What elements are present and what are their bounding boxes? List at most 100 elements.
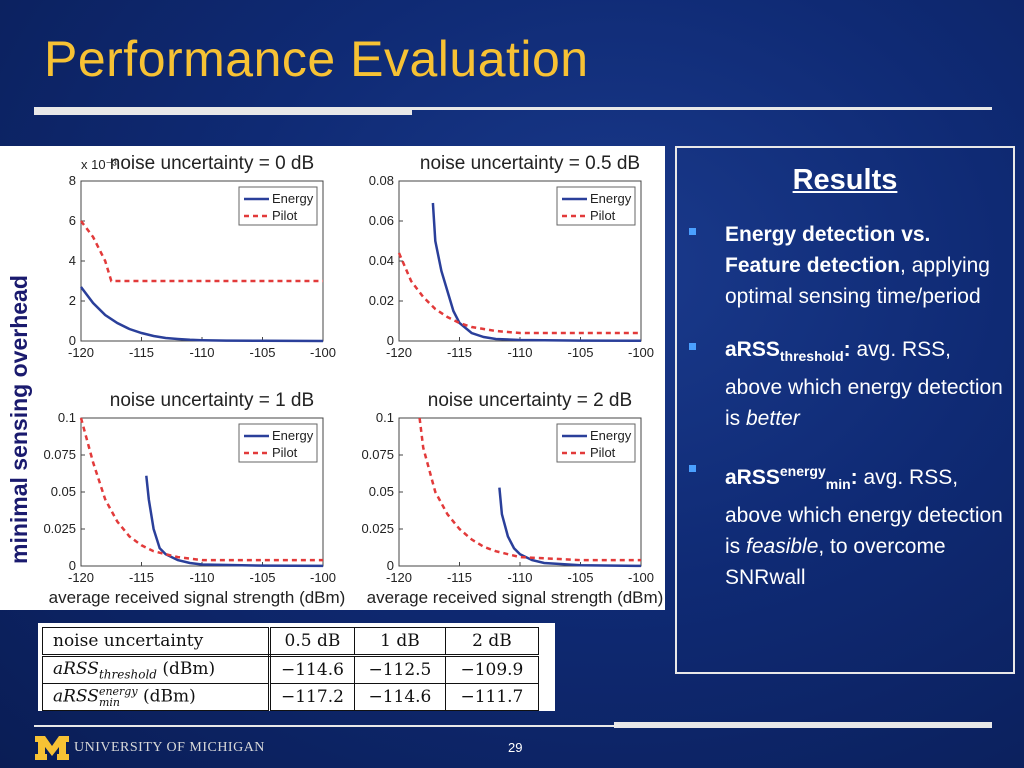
x-tick-label: -115	[129, 570, 154, 585]
legend-box	[556, 423, 636, 463]
row-label-main: aRSS	[53, 659, 99, 679]
legend-box	[238, 423, 318, 463]
y-tick-label: 0.025	[361, 521, 394, 536]
x-tick-label: -110	[507, 345, 532, 360]
bullet-3-sep: :	[850, 466, 858, 490]
y-tick-label: 0.1	[376, 410, 394, 425]
energy-series-line	[145, 475, 324, 568]
footer-university: UNIVERSITY OF MICHIGAN	[74, 740, 265, 755]
bullet-3-italic: feasible	[746, 535, 819, 559]
pilot-series-line	[397, 252, 641, 335]
table-cell: −114.6	[353, 683, 446, 712]
plots-panel: noise uncertainty = 0 dB x 10⁻³ -120 -115 -1…	[0, 146, 665, 610]
table-row: aRSSthreshold (dBm) −114.6 −112.5 −109.9	[42, 654, 539, 685]
row-label-sup: energy	[98, 685, 138, 699]
table-row-label: aRSSthreshold (dBm)	[42, 654, 271, 685]
x-tick-label: -110	[189, 570, 214, 585]
x-tick-label: -120	[68, 570, 94, 585]
row-label-main: aRSS	[53, 686, 99, 707]
legend-box	[556, 186, 636, 226]
bullet-3-rest2: , to overcome SNRwall	[725, 535, 946, 590]
bullet-2-rest1: avg. RSS, above which energy detection i…	[725, 338, 1003, 431]
bullet-2-sub: threshold	[779, 348, 844, 365]
title-rule-accent	[34, 108, 412, 115]
x-tick-label: -120	[68, 345, 94, 360]
row-label-unit: (dBm)	[156, 659, 216, 679]
pilot-series-line	[418, 417, 641, 562]
bullet-3-bold: aRSS	[725, 466, 780, 490]
bullet-3-rest1: avg. RSS, above which energy detection i…	[725, 466, 1003, 559]
slide-title: Performance Evaluation	[44, 31, 589, 87]
legend-label: Energy	[590, 191, 632, 206]
energy-series-line	[431, 202, 642, 343]
title-rule	[34, 107, 992, 110]
table-cell: −111.7	[444, 683, 539, 712]
y-tick-label: 0	[387, 558, 394, 573]
x-tick-label: -115	[447, 345, 472, 360]
x-tick-label: -105	[567, 345, 593, 360]
legend-box	[238, 186, 318, 226]
y-tick-label: 0.075	[361, 447, 394, 462]
result-bullet-1: Energy detection vs. Feature detection, …	[677, 219, 1013, 312]
results-table-panel: noise uncertainty 0.5 dB 1 dB 2 dB aRSSt…	[38, 623, 555, 712]
legend-label: Pilot	[590, 208, 616, 223]
x-tick-label: -100	[310, 345, 336, 360]
y-tick-label: 0.025	[43, 521, 76, 536]
x-tick-label: -110	[189, 345, 214, 360]
x-tick-label: -110	[507, 570, 532, 585]
table-row: aRSS energy min (dBm) −117.2 −114.6 −111.7	[42, 683, 539, 712]
vertical-label: minimal sensing overhead	[6, 275, 32, 564]
y-tick-label: 0.08	[369, 173, 394, 188]
pilot-series-line	[79, 417, 323, 562]
plot-title: noise uncertainty = 2 dB	[428, 390, 632, 411]
x-tick-label: -100	[628, 345, 654, 360]
row-label-sub: threshold	[98, 667, 157, 682]
y-tick-label: 0	[387, 333, 394, 348]
y-tick-label: 0.04	[369, 253, 394, 268]
table-header-cell: 2 dB	[444, 627, 539, 657]
bullet-3-sup: energy	[779, 463, 826, 480]
result-bullet-3: aRSSenergymin: avg. RSS, above which ene…	[677, 456, 1013, 593]
y-exponent-label: x 10⁻³	[81, 157, 117, 172]
table-cell: −117.2	[269, 683, 355, 712]
table-header-row: noise uncertainty 0.5 dB 1 dB 2 dB	[42, 627, 539, 657]
x-tick-label: -100	[628, 570, 654, 585]
bullet-2-bold: aRSS	[725, 338, 780, 361]
legend-label: Pilot	[272, 445, 298, 460]
x-tick-label: -115	[447, 570, 472, 585]
x-tick-label: -100	[310, 570, 336, 585]
row-label-supsub: energy min	[99, 686, 138, 708]
legend-label: Pilot	[272, 208, 298, 223]
legend-label: Energy	[272, 191, 314, 206]
page-number: 29	[508, 740, 523, 755]
energy-series-line	[80, 286, 324, 343]
bullet-2-sep: :	[843, 338, 851, 361]
table-cell: −109.9	[444, 654, 539, 685]
table-cell: −114.6	[269, 654, 355, 685]
y-tick-label: 8	[69, 173, 76, 188]
x-tick-label: -115	[129, 345, 154, 360]
y-tick-label: 0.06	[369, 213, 394, 228]
x-tick-label: -120	[386, 570, 412, 585]
table-cell: −112.5	[353, 654, 446, 685]
x-tick-label: -105	[249, 570, 275, 585]
y-tick-label: 0.05	[369, 484, 394, 499]
results-heading: Results	[792, 164, 898, 196]
bullet-square-icon	[689, 343, 696, 350]
table-header-cell: 1 dB	[353, 627, 446, 657]
bullet-square-icon	[689, 228, 696, 235]
x-tick-label: -120	[386, 345, 412, 360]
y-tick-label: 4	[69, 253, 76, 268]
plot-title: noise uncertainty = 0 dB	[110, 153, 314, 174]
y-tick-label: 2	[69, 293, 76, 308]
y-tick-label: 6	[69, 213, 76, 228]
footer-rule-accent	[614, 722, 992, 728]
pilot-series-line	[80, 220, 323, 283]
y-tick-label: 0.05	[51, 484, 76, 499]
table-header-cell: noise uncertainty	[42, 627, 271, 657]
x-axis-label: average received signal strength (dBm)	[367, 588, 664, 607]
y-tick-label: 0.1	[58, 410, 76, 425]
plot-title: noise uncertainty = 1 dB	[110, 390, 314, 411]
table-row-label: aRSS energy min (dBm)	[42, 683, 271, 712]
table-header-cell: 0.5 dB	[269, 627, 355, 657]
